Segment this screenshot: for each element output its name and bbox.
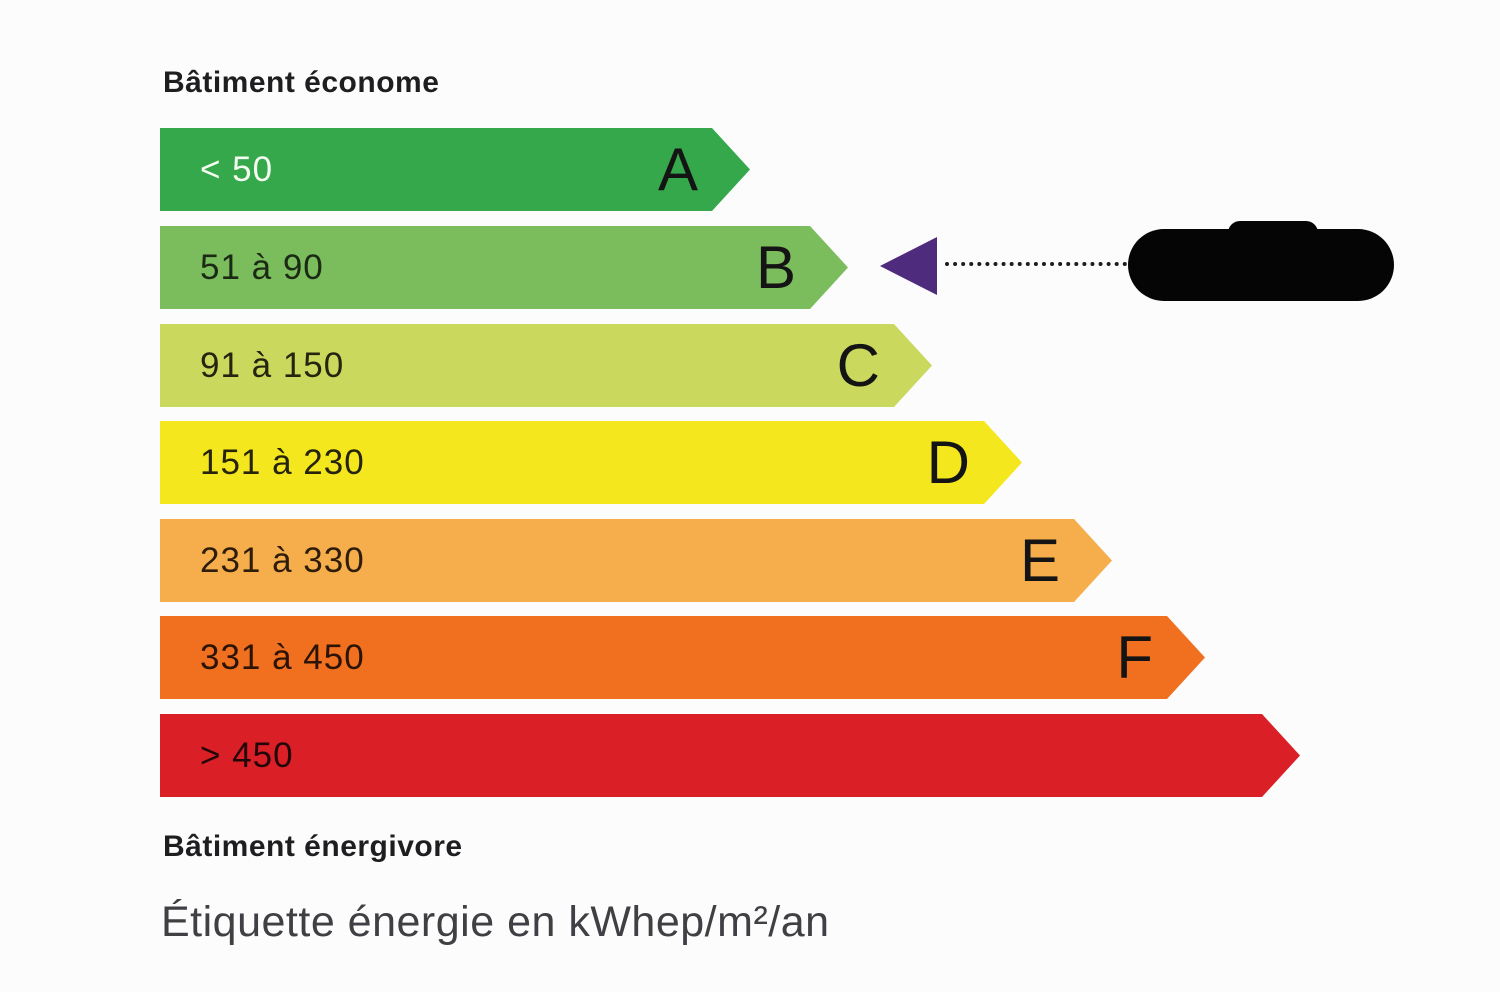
dotted-connector-line — [945, 262, 1127, 266]
chart-caption: Étiquette énergie en kWhep/m²/an — [161, 898, 830, 946]
class-letter: F — [1116, 623, 1153, 691]
range-label: 91 à 150 — [200, 345, 345, 385]
range-label: 151 à 230 — [200, 442, 365, 482]
scale-top-label: Bâtiment économe — [163, 66, 440, 99]
energy-class-bar-E: 231 à 330 E — [160, 519, 1112, 602]
range-label: 51 à 90 — [200, 247, 324, 287]
scale-bottom-label: Bâtiment énergivore — [163, 830, 463, 863]
energy-class-bar-B: 51 à 90 B — [160, 226, 848, 309]
range-label: 231 à 330 — [200, 540, 365, 580]
class-letter: C — [836, 331, 880, 399]
energy-class-bar-C: 91 à 150 C — [160, 324, 932, 407]
energy-class-bar-F: 331 à 450 F — [160, 616, 1205, 699]
redacted-value — [1128, 221, 1394, 301]
energy-class-bar-A: < 50 A — [160, 128, 750, 211]
class-letter: E — [1019, 526, 1060, 594]
range-label: < 50 — [200, 149, 274, 189]
class-letter: A — [657, 135, 698, 203]
energy-class-bar-D: 151 à 230 D — [160, 421, 1022, 504]
class-letter: D — [926, 428, 970, 496]
energy-class-bar-last: > 450 — [160, 714, 1300, 797]
range-label: 331 à 450 — [200, 637, 365, 677]
class-letter: B — [755, 233, 796, 301]
range-label: > 450 — [200, 735, 294, 775]
selection-arrow-icon — [880, 237, 937, 295]
